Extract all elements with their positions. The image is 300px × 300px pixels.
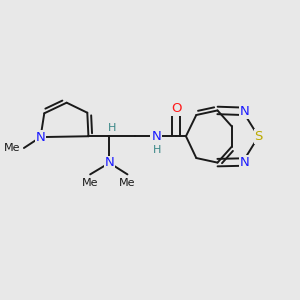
Text: N: N [151,130,161,143]
Text: S: S [254,130,263,143]
Text: N: N [36,130,45,144]
Text: Me: Me [119,178,136,188]
Text: H: H [153,145,162,155]
Text: H: H [107,123,116,133]
Text: Me: Me [82,178,98,188]
Text: N: N [239,105,249,118]
Text: Me: Me [4,143,20,153]
Text: N: N [104,156,114,170]
Text: O: O [171,102,181,115]
Text: N: N [239,155,249,169]
